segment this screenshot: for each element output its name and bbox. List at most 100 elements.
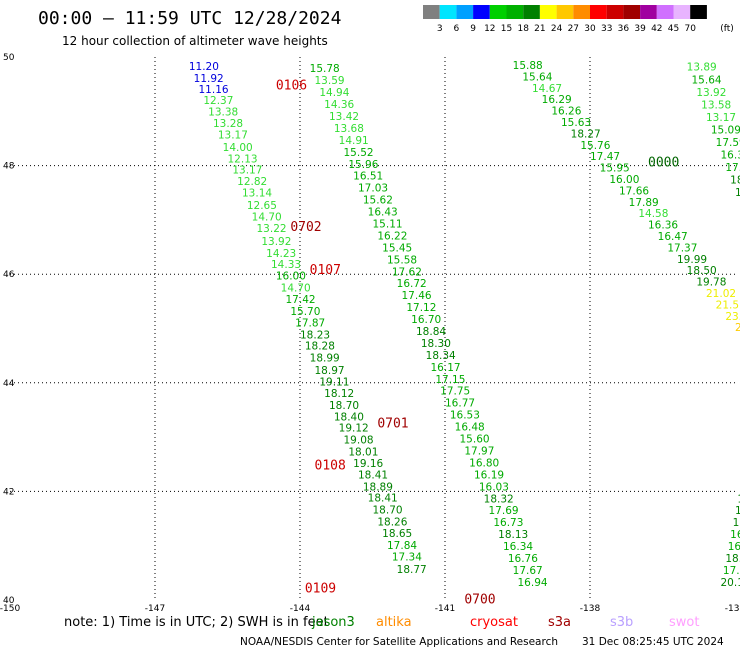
- wave-height-label: 18.41: [368, 493, 398, 505]
- wave-height-label: 16.77: [445, 398, 475, 410]
- wave-height-label: 14.58: [638, 208, 668, 220]
- wave-height-label: 19.99: [677, 254, 707, 266]
- wave-height-label: 13.59: [315, 75, 345, 87]
- wave-height-label: 18.12: [324, 388, 354, 400]
- wave-height-label: 16.80: [469, 457, 499, 469]
- satellite-legend: jason3 altika cryosat s3a s3b swot: [311, 615, 699, 630]
- footer-note: note: 1) Time is in UTC; 2) SWH is in fe…: [64, 615, 329, 630]
- wave-height-label: 16.22: [377, 230, 407, 242]
- satellite-cryosat: cryosat: [470, 615, 518, 630]
- wave-height-label: 15.11: [373, 219, 403, 231]
- chart-title: 00:00 – 11:59 UTC 12/28/2024: [38, 8, 341, 29]
- colorbar-swatch: [423, 5, 440, 19]
- wave-height-label: 13.14: [242, 188, 272, 200]
- wave-height-label: 15.78: [310, 63, 340, 75]
- colorbar-label: 9: [470, 24, 476, 34]
- wave-height-label: 13.22: [257, 223, 287, 235]
- colorbar-label: 39: [634, 24, 646, 34]
- wave-height-label: 17.62: [392, 266, 422, 278]
- wave-height-label: 16.73: [493, 517, 523, 529]
- wave-height-label: 17.67: [513, 565, 543, 577]
- wave-height-label: 15.76: [580, 140, 610, 152]
- colorbar-label: 21: [534, 24, 545, 34]
- wave-height-label: 18.41: [358, 469, 388, 481]
- wave-height-label: 15.64: [692, 75, 722, 87]
- wave-height-label: 13.17: [706, 112, 736, 124]
- wave-height-label: 18.32: [484, 493, 514, 505]
- wave-height-label: 15.52: [344, 147, 374, 159]
- wave-height-label: 17.46: [402, 290, 432, 302]
- wave-height-label: 13.89: [687, 62, 717, 74]
- wave-height-label: 18.65: [382, 528, 412, 540]
- pass-label: 0106: [276, 79, 307, 94]
- wave-height-label: 16.34: [721, 150, 740, 162]
- colorbar-swatch: [489, 5, 507, 19]
- wave-height-label: 18.08: [725, 553, 740, 565]
- colorbar-swatch: [640, 5, 657, 19]
- wave-height-label: 17.15: [435, 374, 465, 386]
- wave-height-label: 14.70: [281, 283, 311, 295]
- colorbar-swatch: [656, 5, 674, 19]
- colorbar-swatch: [623, 5, 641, 19]
- x-tick-label: -141: [435, 604, 455, 614]
- wave-height-label: 16.29: [542, 94, 572, 106]
- wave-height-label: 18.50: [687, 265, 717, 277]
- wave-height-label: 18.97: [315, 365, 345, 377]
- wave-height-label: 12.82: [237, 176, 267, 188]
- colorbar-label: 30: [584, 24, 596, 34]
- wave-height-label: 18.23: [300, 329, 330, 341]
- colorbar-swatch: [506, 5, 524, 19]
- y-tick-label: 44: [3, 379, 15, 389]
- colorbar-label: 15: [501, 24, 512, 34]
- wave-height-label: 18.89: [363, 481, 393, 493]
- wave-height-label: 17.51: [723, 565, 740, 577]
- wave-height-label: 14.67: [532, 83, 562, 95]
- wave-height-label: 12.37: [203, 95, 233, 107]
- satellite-altika: altika: [376, 615, 412, 630]
- wave-height-label: 17.97: [464, 445, 494, 457]
- wave-height-label: 13.17: [218, 129, 248, 141]
- wave-height-label: 21.02: [706, 288, 736, 300]
- wave-height-label: 18: [737, 493, 740, 505]
- wave-height-label: 18.13: [498, 529, 528, 541]
- wave-height-label: 15.88: [513, 60, 543, 72]
- color-legend: 3 6 9 12 15 18 21 24 27 30 33 36 39 42 45 70 (ft): [423, 5, 734, 34]
- wave-height-label: 24.31: [735, 322, 740, 334]
- pass-label: 0700: [464, 592, 495, 607]
- wave-height-label: 13.92: [696, 87, 726, 99]
- wave-height-label: 18.84: [416, 326, 446, 338]
- wave-height-label: 14.00: [223, 142, 253, 154]
- wave-height-label: 23.53: [725, 311, 740, 323]
- wave-height-label: 17.59: [716, 137, 740, 149]
- colorbar-label: 24: [551, 24, 563, 34]
- footer-credit: NOAA/NESDIS Center for Satellite Applica…: [240, 636, 558, 648]
- wave-height-label: 16.34: [503, 541, 533, 553]
- pass-label: 0701: [377, 416, 408, 431]
- colorbar-swatch: [523, 5, 540, 19]
- axis-ticks: -150 -147 -144 -141 -138 -135 40 42 44 46 48 50: [0, 53, 740, 614]
- wave-height-label: 16.43: [368, 207, 398, 219]
- footer-timestamp: 31 Dec 08:25:45 UTC 2024: [582, 636, 724, 648]
- wave-height-label: 18.70: [373, 505, 403, 517]
- wave-height-label: 18.8: [733, 517, 740, 529]
- wave-height-label: 13.42: [329, 111, 359, 123]
- y-tick-label: 40: [3, 596, 15, 606]
- wave-height-label: 15.70: [290, 306, 320, 318]
- wave-height-label: 19.11: [319, 377, 349, 389]
- x-tick-label: -138: [580, 604, 601, 614]
- wave-height-label: 11.92: [194, 73, 224, 85]
- wave-height-label: 12.13: [228, 153, 258, 165]
- wave-height-label: 15.45: [382, 242, 412, 254]
- wave-height-label: 16.47: [658, 231, 688, 243]
- x-tick-label: -135: [725, 604, 740, 614]
- wave-height-label: 16.00: [276, 271, 306, 283]
- wave-height-label: 11.20: [189, 61, 219, 73]
- colorbar-label: 18: [517, 24, 529, 34]
- wave-height-label: 17.42: [286, 294, 316, 306]
- wave-height-label: 18.01: [348, 447, 378, 459]
- wave-height-label: 15.64: [522, 71, 552, 83]
- satellite-swot: swot: [669, 615, 699, 630]
- colorbar-label: 45: [668, 24, 679, 34]
- wave-height-label: 13.17: [232, 165, 262, 177]
